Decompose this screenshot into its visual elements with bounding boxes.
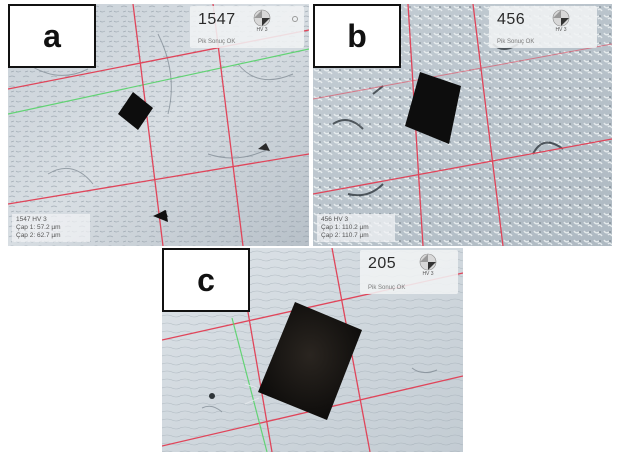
readout-line: Çap 1: 57.2 µm: [16, 224, 61, 231]
hardness-overlay-b: 456 HV 3 Pik Sonuç OK: [489, 6, 597, 48]
micrograph-panel-a: a 1547 HV 3 Pik Sonuç OK 1547 HV 3 Çap 1…: [8, 4, 309, 246]
readout-line: Çap 2: 62.7 µm: [16, 232, 61, 239]
method-label-c: HV 3: [422, 271, 434, 277]
hardness-value-a: 1547: [198, 11, 236, 28]
readout-line: Çap 2: 110.7 µm: [321, 232, 369, 239]
method-label-a: HV 3: [256, 27, 268, 33]
readout-line: 456 HV 3: [321, 216, 349, 223]
hardness-overlay-a: 1547 HV 3 Pik Sonuç OK: [190, 6, 304, 48]
pyramid-indenter-icon: HV 3: [551, 9, 571, 33]
micrograph-panel-c: c 205 HV 3 Pik Sonuç OK: [162, 248, 463, 452]
indentation-mark-c: [258, 302, 362, 420]
measurement-readout-a: 1547 HV 3 Çap 1: 57.2 µm Çap 2: 62.7 µm: [12, 214, 90, 242]
pyramid-indenter-icon: HV 3: [418, 253, 438, 277]
panel-label-b: b: [313, 4, 401, 68]
micrograph-panel-b: b 456 HV 3 Pik Sonuç OK 456 HV 3 Çap 1: …: [313, 4, 612, 246]
hardness-overlay-c: 205 HV 3 Pik Sonuç OK: [360, 250, 458, 294]
hardness-value-c: 205: [368, 255, 397, 272]
settings-dot-icon[interactable]: [292, 16, 298, 22]
indentation-mark-a: [118, 92, 153, 130]
readout-line: 1547 HV 3: [16, 216, 47, 223]
method-label-b: HV 3: [555, 27, 567, 33]
status-text-a: Pik Sonuç OK: [198, 39, 236, 45]
panel-label-a: a: [8, 4, 96, 68]
hardness-value-b: 456: [497, 11, 526, 28]
pyramid-indenter-icon: HV 3: [252, 9, 272, 33]
panel-label-c: c: [162, 248, 250, 312]
status-text-b: Pik Sonuç OK: [497, 39, 535, 45]
indentation-mark-b: [405, 72, 461, 144]
status-text-c: Pik Sonuç OK: [368, 285, 406, 291]
measurement-readout-b: 456 HV 3 Çap 1: 110.2 µm Çap 2: 110.7 µm: [317, 214, 395, 242]
readout-line: Çap 1: 110.2 µm: [321, 224, 369, 231]
